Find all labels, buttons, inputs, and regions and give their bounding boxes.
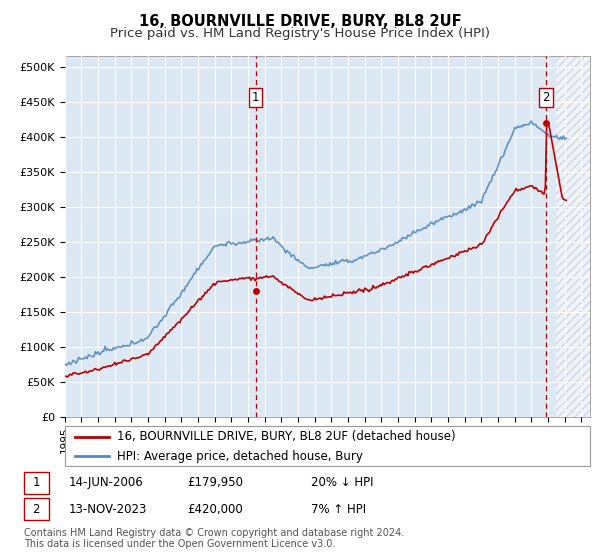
Text: £420,000: £420,000	[187, 503, 243, 516]
Text: 16, BOURNVILLE DRIVE, BURY, BL8 2UF: 16, BOURNVILLE DRIVE, BURY, BL8 2UF	[139, 14, 461, 29]
Text: 16, BOURNVILLE DRIVE, BURY, BL8 2UF (detached house): 16, BOURNVILLE DRIVE, BURY, BL8 2UF (det…	[118, 431, 456, 444]
Bar	[23, 498, 49, 520]
Text: Price paid vs. HM Land Registry's House Price Index (HPI): Price paid vs. HM Land Registry's House …	[110, 27, 490, 40]
Text: £179,950: £179,950	[187, 477, 243, 489]
Text: 2: 2	[542, 91, 550, 104]
Text: 13-NOV-2023: 13-NOV-2023	[69, 503, 147, 516]
Text: 14-JUN-2006: 14-JUN-2006	[69, 477, 143, 489]
Bar	[23, 472, 49, 494]
Text: 20% ↓ HPI: 20% ↓ HPI	[311, 477, 374, 489]
Text: 2: 2	[32, 503, 40, 516]
Text: 1: 1	[32, 477, 40, 489]
Text: 7% ↑ HPI: 7% ↑ HPI	[311, 503, 367, 516]
Text: Contains HM Land Registry data © Crown copyright and database right 2024.
This d: Contains HM Land Registry data © Crown c…	[24, 528, 404, 549]
Text: 1: 1	[252, 91, 259, 104]
Bar	[556, 56, 590, 417]
Text: HPI: Average price, detached house, Bury: HPI: Average price, detached house, Bury	[118, 450, 363, 463]
